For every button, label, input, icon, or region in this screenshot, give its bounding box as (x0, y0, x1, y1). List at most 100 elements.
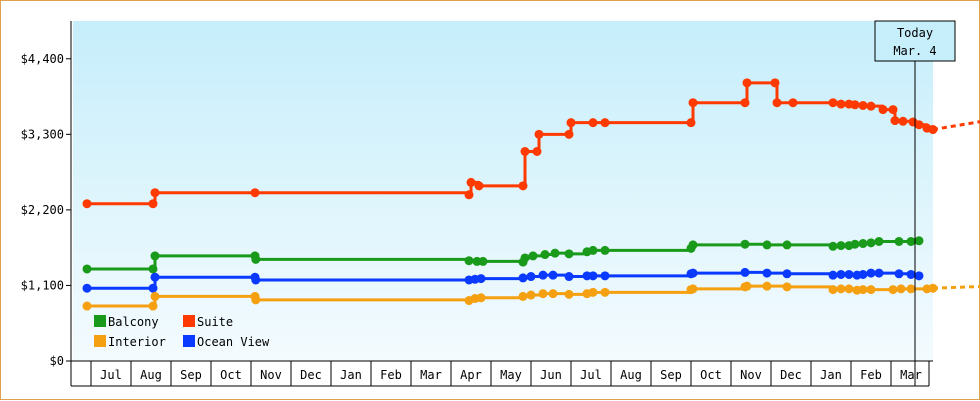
data-point[interactable] (763, 282, 772, 291)
data-point[interactable] (601, 288, 610, 297)
data-point[interactable] (891, 116, 900, 125)
data-point[interactable] (541, 250, 550, 259)
data-point[interactable] (251, 188, 260, 197)
data-point[interactable] (465, 256, 474, 265)
data-point[interactable] (837, 241, 846, 250)
data-point[interactable] (535, 130, 544, 139)
data-point[interactable] (771, 78, 780, 87)
data-point[interactable] (743, 282, 752, 291)
data-point[interactable] (867, 238, 876, 247)
data-point[interactable] (897, 284, 906, 293)
data-point[interactable] (533, 147, 542, 156)
data-point[interactable] (899, 117, 908, 126)
data-point[interactable] (851, 100, 860, 109)
data-point[interactable] (83, 264, 92, 273)
data-point[interactable] (915, 236, 924, 245)
data-point[interactable] (527, 272, 536, 281)
data-point[interactable] (689, 98, 698, 107)
data-point[interactable] (859, 239, 868, 248)
data-point[interactable] (565, 290, 574, 299)
data-point[interactable] (879, 105, 888, 114)
data-point[interactable] (551, 249, 560, 258)
data-point[interactable] (867, 102, 876, 111)
data-point[interactable] (783, 282, 792, 291)
data-point[interactable] (519, 181, 528, 190)
data-point[interactable] (895, 269, 904, 278)
data-point[interactable] (539, 289, 548, 298)
data-point[interactable] (889, 285, 898, 294)
data-point[interactable] (763, 269, 772, 278)
data-point[interactable] (475, 181, 484, 190)
data-point[interactable] (251, 295, 260, 304)
data-point[interactable] (565, 272, 574, 281)
data-point[interactable] (867, 269, 876, 278)
data-point[interactable] (149, 284, 158, 293)
data-point[interactable] (477, 274, 486, 283)
data-point[interactable] (589, 246, 598, 255)
data-point[interactable] (151, 273, 160, 282)
data-point[interactable] (851, 240, 860, 249)
data-point[interactable] (83, 284, 92, 293)
data-point[interactable] (845, 270, 854, 279)
data-point[interactable] (741, 98, 750, 107)
data-point[interactable] (521, 147, 530, 156)
data-point[interactable] (527, 291, 536, 300)
data-point[interactable] (689, 240, 698, 249)
data-point[interactable] (915, 271, 924, 280)
data-point[interactable] (601, 271, 610, 280)
data-point[interactable] (529, 251, 538, 260)
data-point[interactable] (539, 271, 548, 280)
data-point[interactable] (837, 284, 846, 293)
data-point[interactable] (83, 199, 92, 208)
data-point[interactable] (829, 271, 838, 280)
data-point[interactable] (789, 98, 798, 107)
data-point[interactable] (829, 98, 838, 107)
data-point[interactable] (149, 264, 158, 273)
data-point[interactable] (519, 292, 528, 301)
data-point[interactable] (151, 292, 160, 301)
data-point[interactable] (829, 285, 838, 294)
data-point[interactable] (929, 125, 938, 134)
data-point[interactable] (567, 118, 576, 127)
data-point[interactable] (837, 100, 846, 109)
data-point[interactable] (907, 237, 916, 246)
data-point[interactable] (549, 271, 558, 280)
data-point[interactable] (565, 249, 574, 258)
data-point[interactable] (479, 257, 488, 266)
data-point[interactable] (859, 270, 868, 279)
data-point[interactable] (149, 302, 158, 311)
data-point[interactable] (251, 255, 260, 264)
data-point[interactable] (845, 284, 854, 293)
data-point[interactable] (875, 237, 884, 246)
data-point[interactable] (521, 253, 530, 262)
data-point[interactable] (773, 98, 782, 107)
data-point[interactable] (465, 190, 474, 199)
data-point[interactable] (151, 251, 160, 260)
data-point[interactable] (477, 293, 486, 302)
data-point[interactable] (859, 285, 868, 294)
data-point[interactable] (741, 268, 750, 277)
data-point[interactable] (859, 101, 868, 110)
data-point[interactable] (467, 178, 476, 187)
data-point[interactable] (889, 105, 898, 114)
data-point[interactable] (601, 246, 610, 255)
data-point[interactable] (687, 118, 696, 127)
data-point[interactable] (589, 118, 598, 127)
data-point[interactable] (743, 78, 752, 87)
data-point[interactable] (689, 284, 698, 293)
data-point[interactable] (829, 242, 838, 251)
data-point[interactable] (589, 271, 598, 280)
data-point[interactable] (907, 270, 916, 279)
data-point[interactable] (907, 284, 916, 293)
data-point[interactable] (783, 240, 792, 249)
data-point[interactable] (83, 302, 92, 311)
data-point[interactable] (915, 120, 924, 129)
data-point[interactable] (763, 240, 772, 249)
data-point[interactable] (601, 118, 610, 127)
data-point[interactable] (151, 188, 160, 197)
data-point[interactable] (875, 269, 884, 278)
data-point[interactable] (519, 273, 528, 282)
data-point[interactable] (251, 275, 260, 284)
data-point[interactable] (867, 285, 876, 294)
data-point[interactable] (549, 289, 558, 298)
